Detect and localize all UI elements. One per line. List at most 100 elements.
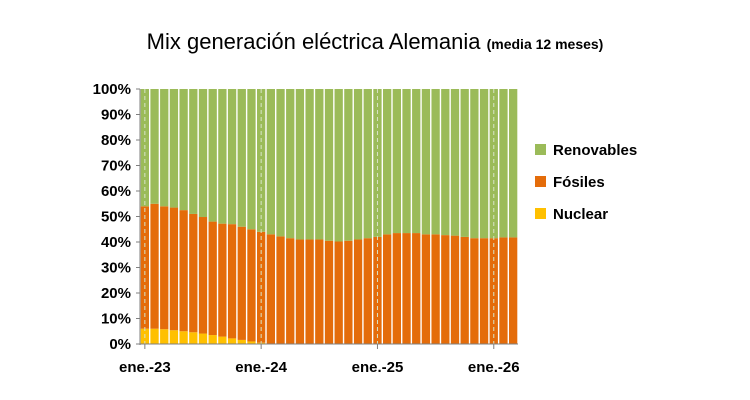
- bar-renovables-38: [509, 89, 518, 238]
- x-tick-label-24: ene.-25: [352, 359, 404, 376]
- bar-fosiles-30: [431, 234, 440, 344]
- x-tick-label-36: ene.-26: [468, 359, 520, 376]
- bar-fosiles-22: [353, 239, 363, 344]
- bar-fosiles-16: [295, 239, 305, 344]
- bar-nuclear-9: [227, 338, 237, 344]
- y-tick-label-6: 60%: [101, 183, 131, 200]
- y-tick-label-3: 30%: [101, 260, 131, 277]
- bar-renovables-15: [286, 89, 295, 239]
- bar-renovables-7: [208, 89, 217, 222]
- bar-renovables-26: [392, 89, 401, 234]
- bar-renovables-37: [499, 89, 508, 238]
- y-tick-label-7: 70%: [101, 158, 131, 175]
- bar-renovables-29: [421, 89, 431, 235]
- bar-fosiles-5: [189, 213, 198, 333]
- bars-layer: [140, 89, 518, 344]
- bar-renovables-13: [266, 89, 275, 235]
- bar-fosiles-9: [227, 224, 237, 339]
- bar-fosiles-28: [412, 233, 421, 344]
- bar-nuclear-2: [160, 329, 169, 344]
- bar-renovables-35: [479, 89, 489, 239]
- bar-fosiles-37: [499, 237, 508, 344]
- bar-nuclear-11: [247, 341, 256, 344]
- bar-renovables-32: [450, 89, 460, 236]
- bar-fosiles-18: [315, 239, 324, 344]
- bar-fosiles-10: [237, 226, 246, 340]
- bar-renovables-36: [489, 89, 498, 239]
- bar-fosiles-26: [392, 233, 401, 344]
- bar-renovables-34: [470, 89, 479, 239]
- y-tick-label-5: 50%: [101, 209, 131, 226]
- bar-fosiles-23: [363, 238, 372, 344]
- bar-renovables-4: [179, 89, 188, 211]
- bar-fosiles-27: [402, 233, 411, 344]
- bar-renovables-19: [324, 89, 334, 241]
- y-tick-label-8: 80%: [101, 132, 131, 149]
- bar-fosiles-8: [218, 223, 227, 337]
- bar-renovables-20: [334, 89, 343, 242]
- chart-title-text: Mix generación eléctrica Alemania: [146, 29, 481, 54]
- bar-renovables-9: [227, 89, 237, 225]
- bar-fosiles-20: [334, 241, 343, 344]
- bar-nuclear-6: [198, 333, 208, 344]
- bar-fosiles-21: [344, 240, 353, 344]
- bar-renovables-5: [189, 89, 198, 214]
- bar-fosiles-34: [470, 238, 479, 344]
- bar-fosiles-35: [479, 238, 489, 344]
- bar-fosiles-36: [489, 238, 498, 344]
- y-tick-label-2: 20%: [101, 285, 131, 302]
- bar-renovables-21: [344, 89, 353, 241]
- bar-renovables-14: [276, 89, 285, 237]
- gridlines-layer: [144, 89, 495, 344]
- y-tick-label-4: 40%: [101, 234, 131, 251]
- bar-nuclear-1: [150, 328, 159, 344]
- bar-fosiles-38: [509, 237, 518, 344]
- bar-renovables-6: [198, 89, 208, 218]
- legend-swatch-renovables: [535, 144, 546, 155]
- bar-renovables-10: [237, 89, 246, 227]
- bar-fosiles-2: [160, 206, 169, 330]
- bar-renovables-23: [363, 89, 372, 239]
- bar-renovables-28: [412, 89, 421, 234]
- bar-fosiles-31: [441, 235, 450, 344]
- bar-fosiles-15: [286, 238, 295, 344]
- legend-swatch-fosiles: [535, 176, 546, 187]
- bar-fosiles-25: [383, 234, 392, 344]
- bar-fosiles-17: [305, 239, 314, 344]
- bar-nuclear-4: [179, 331, 188, 344]
- chart-title: Mix generación eléctrica Alemania (media…: [0, 29, 750, 55]
- bar-fosiles-19: [324, 240, 334, 344]
- bar-fosiles-4: [179, 210, 188, 332]
- bar-fosiles-6: [198, 217, 208, 334]
- bar-fosiles-14: [276, 236, 285, 344]
- bar-renovables-31: [441, 89, 450, 236]
- bar-nuclear-10: [237, 339, 246, 344]
- bar-renovables-2: [160, 89, 169, 207]
- bar-renovables-30: [431, 89, 440, 235]
- bar-renovables-18: [315, 89, 324, 240]
- bar-fosiles-11: [247, 229, 256, 342]
- bar-fosiles-32: [450, 235, 460, 344]
- legend-label-fosiles: Fósiles: [553, 174, 605, 191]
- bar-fosiles-3: [169, 207, 179, 331]
- bar-renovables-11: [247, 89, 256, 230]
- bar-renovables-27: [402, 89, 411, 234]
- bar-nuclear-5: [189, 332, 198, 344]
- bar-fosiles-33: [460, 236, 469, 344]
- bar-renovables-8: [218, 89, 227, 224]
- legend: Renovables Fósiles Nuclear: [535, 142, 637, 223]
- bar-fosiles-24: [373, 236, 382, 344]
- legend-label-renovables: Renovables: [553, 142, 637, 159]
- x-tick-label-12: ene.-24: [235, 359, 287, 376]
- legend-swatch-nuclear: [535, 208, 546, 219]
- bar-nuclear-8: [218, 336, 227, 344]
- axes-layer: 0% 10% 20% 30% 40% 50% 60% 70% 80% 90% 100% ene.-23…: [93, 81, 520, 376]
- bar-fosiles-7: [208, 221, 217, 336]
- bar-nuclear-3: [169, 330, 179, 344]
- bar-renovables-22: [353, 89, 363, 240]
- bar-renovables-17: [305, 89, 314, 240]
- y-tick-label-0: 0%: [109, 336, 131, 353]
- legend-label-nuclear: Nuclear: [553, 206, 608, 223]
- bar-fosiles-29: [421, 234, 431, 344]
